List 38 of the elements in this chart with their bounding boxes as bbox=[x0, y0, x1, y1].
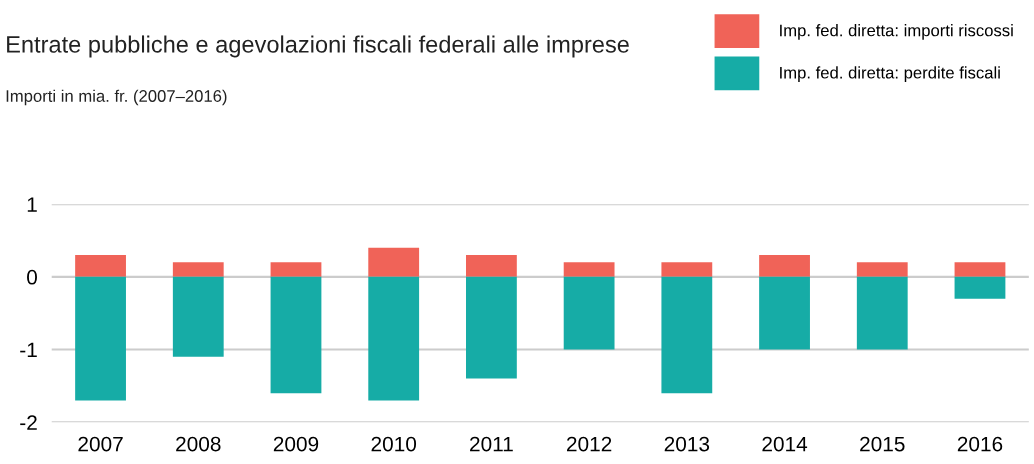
bar bbox=[661, 276, 713, 394]
bar bbox=[954, 262, 1006, 277]
bar bbox=[759, 255, 810, 277]
x-tick-label: 2014 bbox=[762, 436, 808, 452]
bar bbox=[563, 276, 615, 350]
x-tick-label: 2013 bbox=[664, 436, 710, 452]
x-tick-label: 2015 bbox=[860, 436, 905, 452]
legend-label: Imp. fed. diretta: importi riscossi bbox=[780, 24, 1013, 40]
bar bbox=[466, 255, 517, 277]
bar bbox=[661, 262, 713, 277]
bar bbox=[172, 262, 224, 277]
chart-title: Entrate pubbliche e agevolazioni fiscali federali alle imprese bbox=[7, 35, 629, 58]
chart-subtitle: Importi in mia. fr. (2007–2016) bbox=[6, 89, 227, 106]
bar bbox=[368, 247, 420, 277]
x-tick-label: 2012 bbox=[567, 436, 612, 452]
y-tick-label: 1 bbox=[27, 197, 37, 212]
x-tick-label: 2010 bbox=[371, 436, 417, 452]
bar bbox=[856, 276, 908, 350]
bar bbox=[368, 276, 420, 401]
bar bbox=[856, 262, 908, 277]
bar bbox=[75, 255, 126, 277]
bar bbox=[759, 276, 810, 350]
x-tick-label: 2008 bbox=[176, 436, 221, 452]
y-tick-label: 0 bbox=[27, 269, 37, 285]
y-tick-label: -2 bbox=[20, 415, 37, 430]
y-tick-label: -1 bbox=[20, 342, 37, 358]
bar bbox=[954, 276, 1006, 299]
x-tick-label: 2007 bbox=[78, 436, 123, 452]
legend-label: Imp. fed. diretta: perdite fiscali bbox=[780, 66, 1000, 82]
bar bbox=[466, 276, 517, 379]
x-tick-label: 2011 bbox=[470, 436, 513, 452]
bar bbox=[172, 276, 224, 357]
bar bbox=[270, 262, 322, 277]
bar bbox=[75, 276, 126, 401]
bar bbox=[563, 262, 615, 277]
bar bbox=[270, 276, 322, 394]
x-tick-label: 2016 bbox=[957, 436, 1003, 452]
x-tick-label: 2009 bbox=[273, 436, 319, 452]
